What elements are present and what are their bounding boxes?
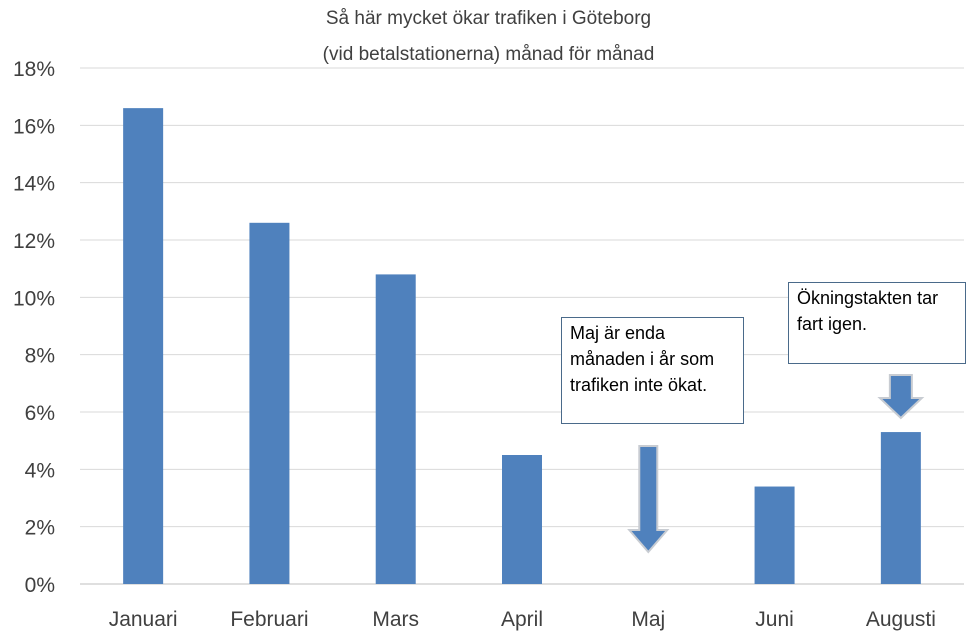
x-tick-label: April	[501, 608, 543, 631]
y-tick-label: 4%	[25, 459, 55, 482]
x-tick-label: Mars	[372, 608, 419, 631]
annotation-maj: Maj är enda månaden i år som trafiken in…	[561, 317, 744, 424]
y-tick-label: 8%	[25, 345, 55, 368]
bar-juni	[754, 486, 795, 584]
bar-februari	[249, 222, 290, 585]
bar-januari	[123, 108, 164, 584]
y-tick-label: 6%	[25, 402, 55, 425]
y-tick-label: 0%	[25, 574, 55, 597]
bar-mars	[375, 274, 416, 584]
annotation-augusti: Ökningstakten tar fart igen.	[788, 282, 966, 364]
x-tick-label: Augusti	[866, 608, 936, 631]
bar-augusti	[880, 432, 921, 584]
y-tick-label: 18%	[13, 58, 55, 81]
arrow-icon	[627, 445, 670, 554]
x-tick-label: Maj	[631, 608, 665, 631]
y-tick-label: 14%	[13, 173, 55, 196]
y-tick-label: 12%	[13, 230, 55, 253]
x-tick-label: Januari	[109, 608, 178, 631]
y-tick-label: 16%	[13, 115, 55, 138]
y-tick-label: 2%	[25, 517, 55, 540]
x-tick-label: Februari	[230, 608, 308, 631]
x-tick-label: Juni	[755, 608, 794, 631]
bar-april	[502, 455, 542, 584]
chart-title: Så här mycket ökar trafiken i Göteborg	[325, 8, 652, 29]
y-tick-label: 10%	[13, 287, 55, 310]
chart-subtitle: (vid betalstationerna) månad för månad	[322, 44, 655, 65]
arrow-icon	[877, 374, 925, 420]
